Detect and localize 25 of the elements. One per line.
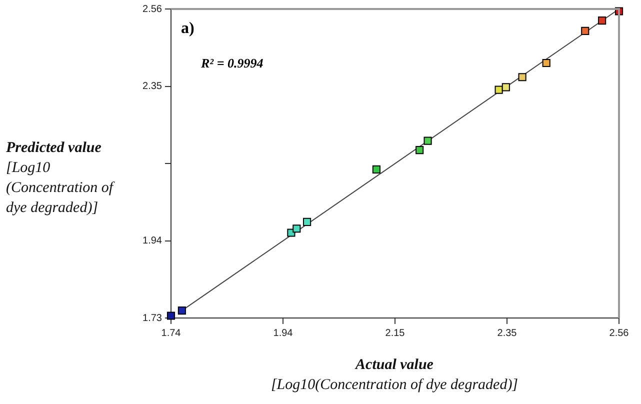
x-tick-label: 1.94 [273, 328, 294, 339]
x-axis-title: Actual value [Log10(Concentration of dye degraded)] [270, 356, 520, 395]
y-tick-label: 1.73 [142, 312, 162, 324]
point [581, 26, 590, 35]
x-tick-label: 2.56 [609, 328, 630, 339]
annotation: R² = 0.9994 [200, 55, 264, 70]
annotation: a) [181, 20, 194, 38]
y-tick-label: 2.35 [142, 81, 162, 92]
point [372, 165, 380, 174]
point [598, 16, 606, 25]
point [303, 218, 312, 226]
y-tick-label: 1.94 [142, 236, 162, 246]
point [494, 86, 503, 94]
y-tick-label: 2.56 [142, 4, 162, 15]
point [416, 146, 424, 154]
y-axis-title: Predicted value [Log10 (Concentration of dye degraded)] [6, 139, 116, 218]
x-tick-label: 2.15 [385, 328, 406, 339]
x-tick-label: 2.35 [497, 328, 518, 339]
point [518, 73, 526, 82]
point [542, 58, 550, 68]
point [424, 136, 432, 145]
x-tick-label: 1.74 [161, 328, 182, 339]
point [292, 224, 301, 233]
point [178, 306, 186, 315]
point [502, 83, 510, 92]
